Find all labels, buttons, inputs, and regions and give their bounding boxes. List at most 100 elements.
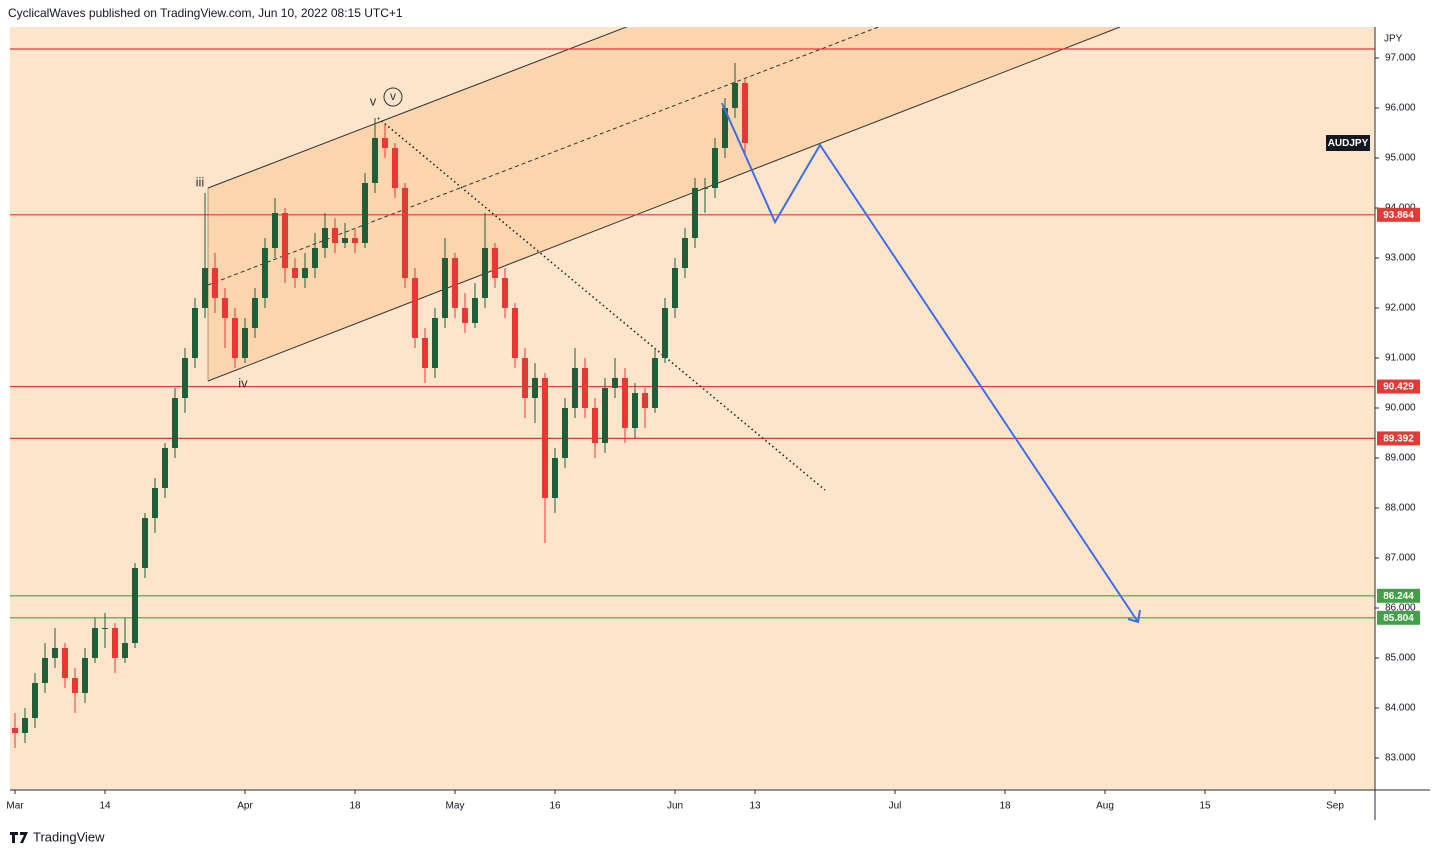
candle-body — [392, 148, 398, 188]
candle-body — [462, 308, 468, 323]
x-tick-label: Sep — [1326, 801, 1344, 812]
x-tick-label: 13 — [749, 801, 761, 812]
candle-body — [742, 83, 748, 143]
candle-body — [492, 248, 498, 278]
candle-body — [562, 408, 568, 458]
candle-body — [192, 308, 198, 358]
level-label: 86.244 — [1383, 591, 1414, 602]
y-tick-label: 85.000 — [1385, 653, 1416, 664]
candle-body — [162, 448, 168, 488]
candle-body — [282, 213, 288, 268]
y-tick-label: 83.000 — [1385, 753, 1416, 764]
level-box — [1377, 610, 1420, 625]
candle-body — [292, 268, 298, 278]
x-tick-label: Jun — [667, 801, 683, 812]
candle-body — [602, 388, 608, 443]
candle-body — [612, 378, 618, 388]
candle-body — [502, 278, 508, 308]
y-tick-label: 91.000 — [1385, 353, 1416, 364]
candle-body — [252, 298, 258, 328]
candle-body — [382, 138, 388, 148]
candle-body — [82, 658, 88, 693]
candle-body — [72, 678, 78, 693]
candle-body — [92, 628, 98, 658]
candle-body — [122, 643, 128, 658]
x-tick-label: 18 — [349, 801, 361, 812]
candle-body — [402, 188, 408, 278]
wave-label: v — [370, 93, 377, 108]
level-box — [1377, 431, 1420, 446]
candle-body — [132, 568, 138, 643]
header: CyclicalWaves published on TradingView.c… — [8, 6, 403, 20]
candle-body — [172, 398, 178, 448]
candle-body — [232, 318, 238, 358]
candle-body — [352, 238, 358, 243]
level-label: 90.429 — [1383, 382, 1414, 393]
candle-body — [332, 228, 338, 243]
candle-body — [662, 308, 668, 358]
candle-body — [242, 328, 248, 358]
candle-body — [152, 488, 158, 518]
candle-body — [212, 268, 218, 298]
candle-body — [472, 298, 478, 323]
candle-body — [322, 228, 328, 248]
candle-body — [482, 248, 488, 298]
candle-body — [42, 658, 48, 683]
candle-body — [32, 683, 38, 718]
symbol-label: AUDJPY — [1328, 138, 1369, 149]
level-box — [1377, 379, 1420, 394]
candle-body — [412, 278, 418, 338]
candle-body — [272, 213, 278, 248]
candle-body — [572, 368, 578, 408]
candle-body — [732, 83, 738, 108]
channel-lower — [207, 27, 1121, 382]
x-tick-label: 18 — [999, 801, 1011, 812]
candle-body — [112, 628, 118, 658]
currency: JPY — [1384, 34, 1403, 45]
y-tick-label: 90.000 — [1385, 403, 1416, 414]
projection-arrow — [1127, 609, 1141, 624]
channel-middle — [207, 27, 880, 286]
y-tick-label: 84.000 — [1385, 703, 1416, 714]
channel-upper — [207, 27, 628, 189]
x-tick-label: 14 — [99, 801, 111, 812]
candle-body — [552, 458, 558, 498]
y-tick-label: 97.000 — [1385, 53, 1416, 64]
candle-body — [512, 308, 518, 358]
candle-body — [222, 298, 228, 318]
axes: 83.000 84.000 85.000 86.000 87.000 88.000 89.0… — [6, 53, 1420, 812]
x-tick-label: Jul — [889, 801, 902, 812]
y-tick-label: 93.000 — [1385, 253, 1416, 264]
candle-body — [442, 258, 448, 318]
footer: TradingView — [33, 829, 105, 844]
candle-body — [692, 188, 698, 238]
x-tick-label: Aug — [1096, 801, 1114, 812]
candle-body — [22, 718, 28, 733]
candle-body — [532, 378, 538, 398]
wave-circle — [383, 87, 403, 107]
candle-body — [202, 268, 208, 308]
level-label: 93.864 — [1383, 210, 1414, 221]
candle-body — [422, 338, 428, 368]
candle-body — [522, 358, 528, 398]
x-tick-label: Apr — [237, 801, 253, 812]
x-tick-label: 16 — [549, 801, 561, 812]
x-tick-label: May — [446, 801, 465, 812]
level-box — [1377, 588, 1420, 603]
candle-body — [342, 238, 348, 243]
candle-body — [652, 358, 658, 408]
y-tick-label: 88.000 — [1385, 503, 1416, 514]
x-tick-label: 15 — [1199, 801, 1211, 812]
wave-label: v — [390, 89, 396, 103]
candle-body — [62, 648, 68, 678]
level-label: 89.392 — [1383, 434, 1414, 445]
candle-body — [542, 378, 548, 498]
logo — [10, 832, 28, 843]
candle-body — [52, 648, 58, 658]
candle-body — [102, 628, 108, 629]
candle-body — [142, 518, 148, 568]
candle-body — [702, 188, 708, 189]
wave-label: iii — [196, 174, 205, 189]
y-tick-label: 89.000 — [1385, 453, 1416, 464]
